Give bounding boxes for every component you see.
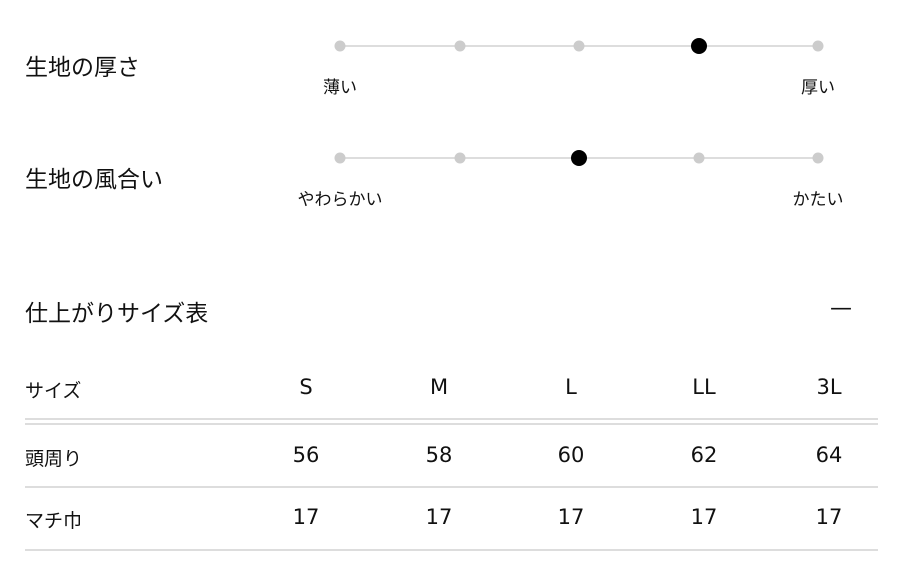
scale-step-1[interactable] [334,40,346,52]
scale-min-label: やわらかい [297,190,383,210]
scale-step-4[interactable] [691,38,707,54]
table-cell: 56 [292,443,320,467]
table-cell: 17 [815,505,843,529]
row-label: マチ巾 [25,510,83,532]
scale-title: 生地の厚さ [25,55,140,81]
table-cell: 17 [425,505,453,529]
scale-step-5[interactable] [812,40,824,52]
divider [25,549,878,551]
scale-title: 生地の風合い [25,167,163,193]
size-header-cell: S [299,375,313,399]
scale-step-3[interactable] [573,40,585,52]
scale-step-3[interactable] [571,150,587,166]
table-cell: 17 [690,505,718,529]
divider [25,423,878,425]
divider [25,486,878,488]
scale-step-4[interactable] [693,152,705,164]
scale-step-5[interactable] [812,152,824,164]
size-header-cell: L [565,375,577,399]
size-header-cell: LL [692,375,716,399]
table-cell: 60 [557,443,585,467]
size-header-cell: M [429,375,449,399]
scale-max-label: かたい [792,190,844,210]
table-cell: 17 [557,505,585,529]
table-cell: 58 [425,443,453,467]
table-cell: 64 [815,443,843,467]
header-label: サイズ [25,380,82,402]
collapse-toggle-button[interactable]: — [830,296,852,321]
size-header-cell: 3L [816,375,842,399]
scale-step-1[interactable] [334,152,346,164]
table-cell: 17 [292,505,320,529]
divider [25,418,878,420]
table-cell: 62 [690,443,718,467]
row-label: 頭周り [25,448,83,470]
scale-step-2[interactable] [454,40,466,52]
scale-min-label: 薄い [323,78,357,98]
scale-step-2[interactable] [454,152,466,164]
scale-max-label: 厚い [801,78,835,98]
size-table-title: 仕上がりサイズ表 [25,301,209,327]
